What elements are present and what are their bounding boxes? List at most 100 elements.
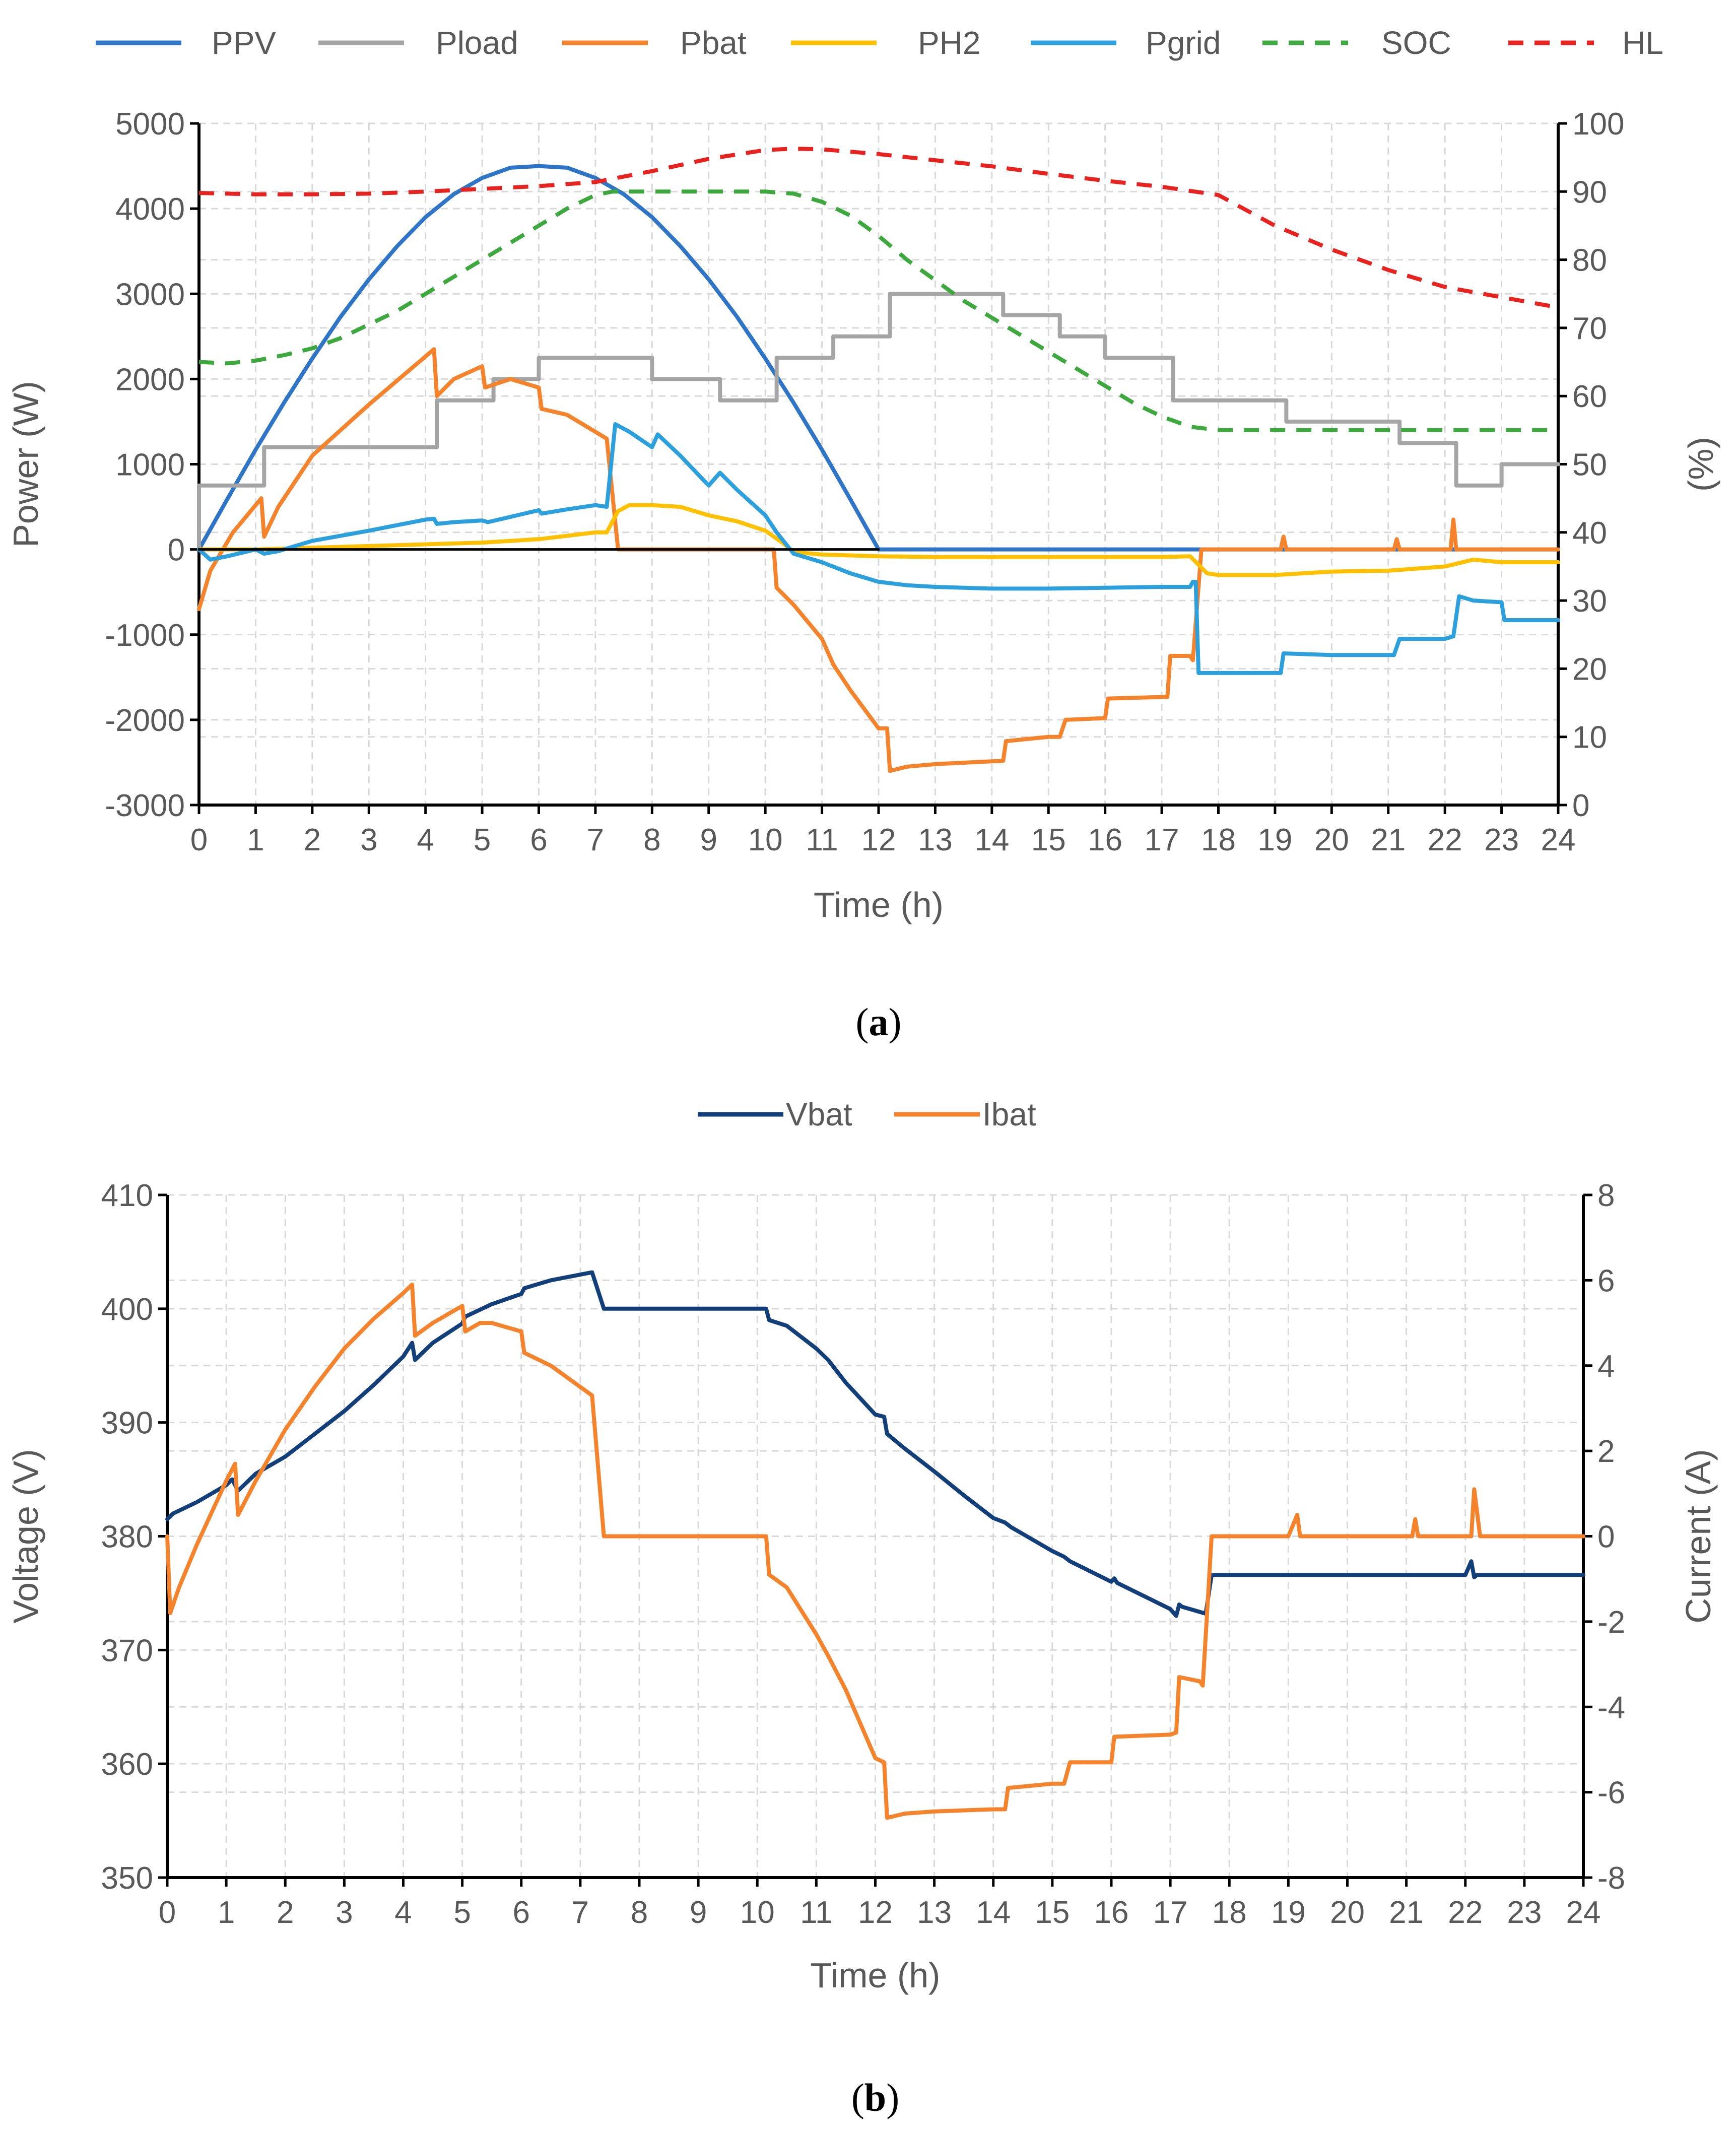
y2-tick-label: 20 <box>1572 652 1607 687</box>
y2-tick-label: 4 <box>1597 1349 1615 1384</box>
x-tick-label: 7 <box>587 823 604 857</box>
x-tick-label: 4 <box>394 1895 412 1930</box>
x-axis-title: Time (h) <box>814 885 944 924</box>
y2-tick-label: 40 <box>1572 516 1607 551</box>
x-tick-label: 21 <box>1389 1895 1424 1930</box>
figure-caption: (a) <box>856 1000 902 1044</box>
y2-tick-label: 0 <box>1572 788 1589 823</box>
x-tick-label: 24 <box>1566 1895 1601 1930</box>
x-tick-label: 22 <box>1428 823 1462 857</box>
x-tick-label: 6 <box>513 1895 530 1930</box>
x-tick-label: 17 <box>1153 1895 1188 1930</box>
x-tick-label: 10 <box>740 1895 775 1930</box>
x-tick-label: 4 <box>417 823 434 857</box>
x-tick-label: 18 <box>1201 823 1236 857</box>
x-tick-label: 0 <box>159 1895 176 1930</box>
x-tick-label: 22 <box>1448 1895 1483 1930</box>
x-tick-label: 20 <box>1330 1895 1365 1930</box>
caption-letter: b <box>864 2076 886 2119</box>
series-line-pgrid <box>197 422 1560 675</box>
x-tick-label: 19 <box>1271 1895 1306 1930</box>
caption-letter: a <box>869 1000 889 1044</box>
chart-a: 0 1 2 3 4 5 6 7 8 9 10 11 12 13 14 15 16 17 18 19 20 21 22 23 24… <box>6 25 1720 1044</box>
series-lines <box>197 147 1560 773</box>
x-tick-label: 1 <box>247 823 264 857</box>
x-tick-label: 21 <box>1371 823 1406 857</box>
legend: Vbat Ibat <box>698 1096 1036 1132</box>
x-tick-label: 1 <box>218 1895 235 1930</box>
y-tick-label: 5000 <box>115 107 185 142</box>
x-tick-label: 20 <box>1314 823 1349 857</box>
y-tick-label: 4000 <box>115 192 185 227</box>
x-tick-label: 16 <box>1094 1895 1129 1930</box>
x-tick-label: 2 <box>304 823 321 857</box>
y-tick-label: 400 <box>101 1292 153 1327</box>
y2-axis-title: Current (A) <box>1679 1449 1718 1623</box>
x-tick-label: 13 <box>917 1895 952 1930</box>
x-tick-label: 7 <box>572 1895 589 1930</box>
x-tick-label: 23 <box>1484 823 1519 857</box>
y2-tick-label: -2 <box>1597 1605 1625 1640</box>
x-tick-label: 11 <box>806 823 838 857</box>
x-tick-label: 5 <box>474 823 491 857</box>
x-tick-label: 8 <box>631 1895 648 1930</box>
series-line-ibat <box>165 1282 1585 1820</box>
x-tick-label: 2 <box>277 1895 294 1930</box>
y2-tick-label: 70 <box>1572 311 1607 346</box>
x-tick-label: 14 <box>976 1895 1011 1930</box>
x-tick-label: 9 <box>690 1895 707 1930</box>
legend-label-pload: Pload <box>436 25 518 61</box>
y-tick-label: 350 <box>101 1861 153 1896</box>
x-tick-label: 13 <box>918 823 953 857</box>
x-tick-label: 8 <box>643 823 660 857</box>
x-axis-title: Time (h) <box>811 1956 941 1995</box>
legend-label-soc: SOC <box>1381 25 1451 61</box>
series-line-pbat <box>197 347 1560 773</box>
x-tick-label: 19 <box>1257 823 1292 857</box>
y-axis-title: Power (W) <box>6 381 45 548</box>
x-tick-label: 15 <box>1031 823 1066 857</box>
y-tick-label: -1000 <box>105 618 185 653</box>
legend-label-ph2: PH2 <box>918 25 981 61</box>
y2-tick-label: 30 <box>1572 584 1607 619</box>
y2-axis-title: (%) <box>1681 437 1720 492</box>
y-tick-label: 370 <box>101 1633 153 1668</box>
tick-labels: 0 1 2 3 4 5 6 7 8 9 10 11 12 13 14 15 16 17 18 19 20 21 22 23 24… <box>105 107 1624 857</box>
legend-label-ppv: PPV <box>212 25 276 61</box>
x-tick-label: 17 <box>1145 823 1179 857</box>
y-tick-label: -2000 <box>105 703 185 738</box>
caption-open-paren: ( <box>851 2076 864 2119</box>
x-tick-label: 16 <box>1088 823 1122 857</box>
y-tick-label: 410 <box>101 1178 153 1213</box>
x-tick-label: 10 <box>748 823 783 857</box>
y-tick-label: 390 <box>101 1406 153 1441</box>
x-tick-label: 14 <box>974 823 1009 857</box>
x-tick-label: 18 <box>1212 1895 1247 1930</box>
y2-tick-label: 50 <box>1572 448 1607 483</box>
y2-tick-label: 90 <box>1572 175 1607 210</box>
y2-tick-label: 100 <box>1572 107 1624 142</box>
x-tick-label: 0 <box>190 823 208 857</box>
x-tick-label: 15 <box>1035 1895 1070 1930</box>
legend-label-pgrid: Pgrid <box>1146 25 1221 61</box>
gridlines <box>199 122 1558 806</box>
x-tick-label: 11 <box>800 1895 832 1930</box>
x-tick-label: 3 <box>360 823 377 857</box>
x-tick-label: 6 <box>530 823 547 857</box>
legend-label-ibat: Ibat <box>982 1096 1036 1132</box>
legend-label-pbat: Pbat <box>680 25 747 61</box>
y2-tick-label: 80 <box>1572 243 1607 278</box>
series-line-pload <box>197 292 1560 552</box>
y2-tick-label: 10 <box>1572 720 1607 755</box>
figure-caption: (b) <box>851 2076 899 2119</box>
y2-tick-label: 0 <box>1597 1520 1615 1555</box>
x-tick-label: 5 <box>453 1895 471 1930</box>
y2-tick-label: -6 <box>1597 1776 1625 1811</box>
x-tick-label: 9 <box>700 823 717 857</box>
series-line-hl <box>198 147 1559 310</box>
y-tick-label: -3000 <box>105 788 185 823</box>
caption-close-paren: ) <box>886 2076 899 2119</box>
y-tick-label: 3000 <box>115 277 185 312</box>
y-tick-label: 380 <box>101 1520 153 1555</box>
